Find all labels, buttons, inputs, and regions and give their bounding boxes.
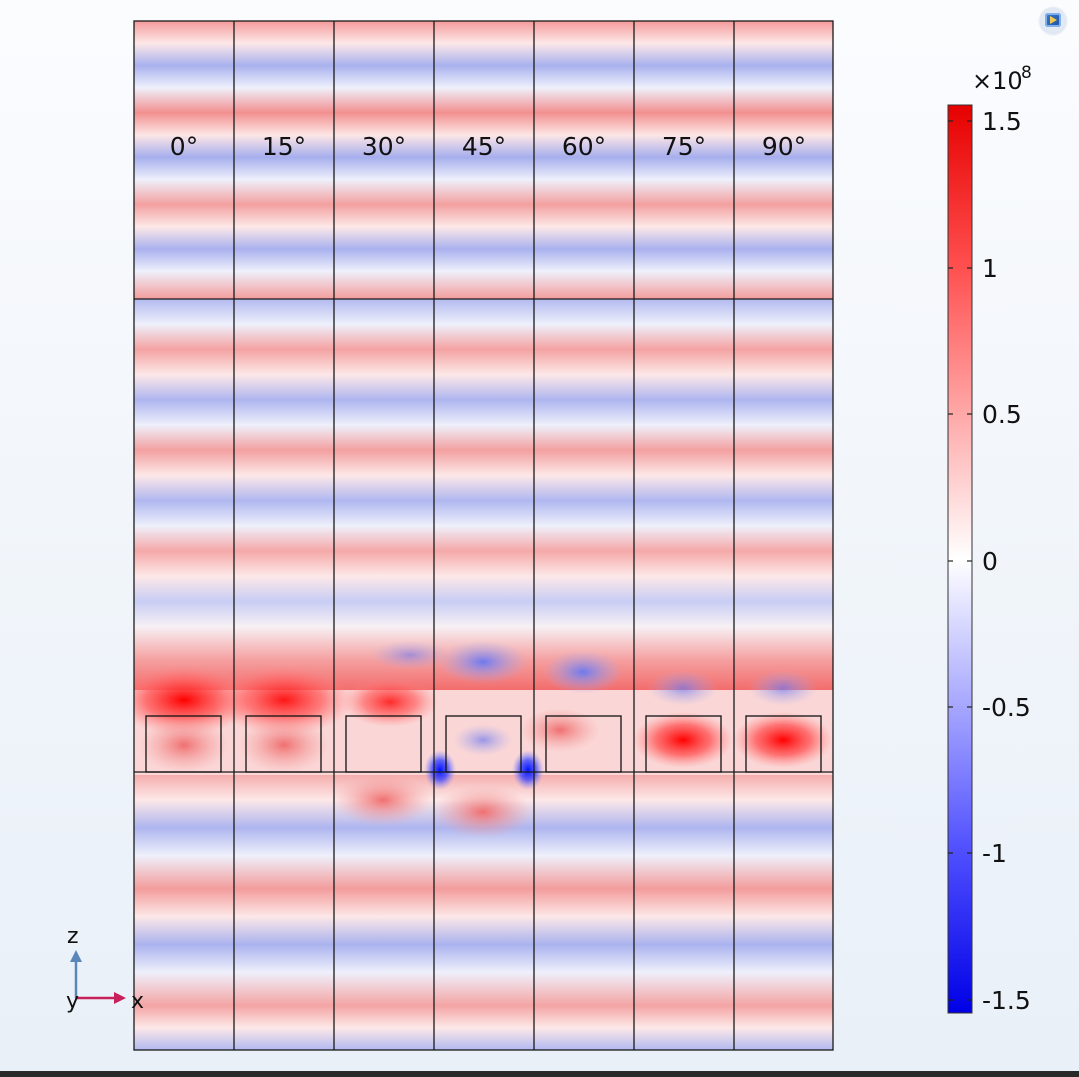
colorbar-tick-labels: 1.5 1 0.5 0 -0.5 -1 -1.5 [982,107,1031,1015]
bottom-border [0,1071,1079,1077]
angle-label-75: 75° [662,132,706,161]
angle-label-45: 45° [462,132,506,161]
angle-label-15: 15° [262,132,306,161]
colorbar-tick-label: 1 [982,254,998,283]
z-arrow-head [70,950,82,962]
colorbar-ticks [948,120,972,1001]
angle-label-90: 90° [762,132,806,161]
colorbar-tick-label: -0.5 [982,693,1031,722]
grating-blocks [145,715,822,773]
display-icon[interactable] [1038,6,1068,36]
display-glyph [1045,13,1061,27]
colorbar-exponent: 8 [1021,63,1032,83]
grating-block [545,715,622,773]
x-arrow-head [114,992,126,1004]
grating-block [745,715,822,773]
grating-block [345,715,422,773]
angle-label-60: 60° [562,132,606,161]
grating-block [245,715,322,773]
colorbar-tick-label: -1.5 [982,986,1031,1015]
y-axis-label: y [66,989,79,1014]
colorbar-exponent-prefix: ×10 [972,67,1023,95]
grating-block [145,715,222,773]
grating-block [645,715,722,773]
angle-label-30: 30° [362,132,406,161]
colorbar-gradient [947,104,973,1014]
axis-triad: z y x [66,924,144,1014]
angle-label-0: 0° [170,132,198,161]
colorbar-tick-label: 0 [982,547,998,576]
colorbar: 1.5 1 0.5 0 -0.5 -1 -1.5 ×10 8 [947,63,1032,1015]
colorbar-tick-label: -1 [982,839,1007,868]
angle-labels: 0° 15° 30° 45° 60° 75° 90° [170,132,806,161]
grating-block [445,715,522,773]
x-axis-label: x [131,989,144,1014]
colorbar-tick-label: 0.5 [982,400,1022,429]
z-axis-label: z [67,924,79,949]
colorbar-tick-label: 1.5 [982,107,1022,136]
field-colormap [134,21,833,1050]
